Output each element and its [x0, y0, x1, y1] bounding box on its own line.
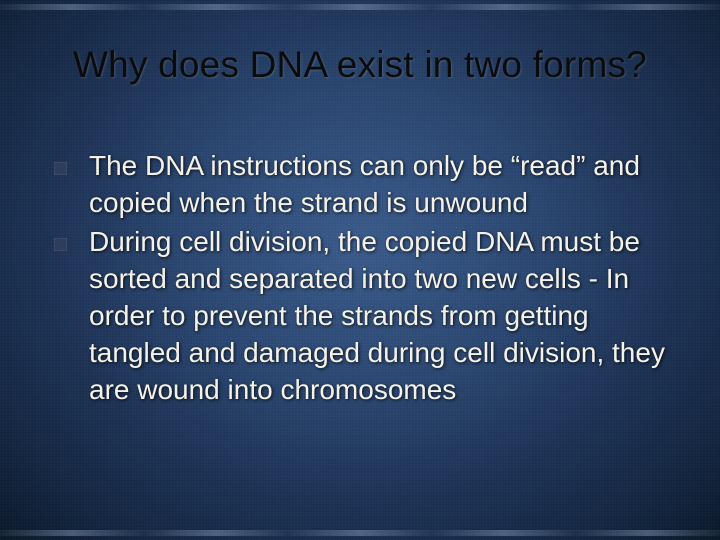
slide-body: The DNA instructions can only be “read” …: [54, 148, 674, 411]
bullet-item: The DNA instructions can only be “read” …: [54, 148, 674, 222]
bullet-text: The DNA instructions can only be “read” …: [89, 148, 674, 222]
bullet-item: During cell division, the copied DNA mus…: [54, 224, 674, 409]
decorative-border-top: [0, 4, 720, 10]
slide: Why does DNA exist in two forms? The DNA…: [0, 0, 720, 540]
square-bullet-icon: [54, 238, 67, 251]
decorative-border-bottom: [0, 530, 720, 536]
slide-title: Why does DNA exist in two forms?: [0, 44, 720, 86]
bullet-text: During cell division, the copied DNA mus…: [89, 224, 674, 409]
square-bullet-icon: [54, 162, 67, 175]
